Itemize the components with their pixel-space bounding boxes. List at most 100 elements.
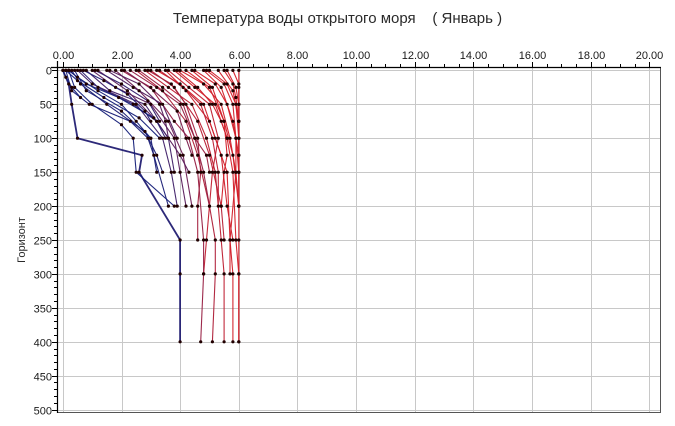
- data-point: [196, 170, 200, 174]
- x-tick-label: 18.00: [578, 50, 606, 62]
- data-point: [237, 68, 241, 72]
- data-point: [199, 340, 203, 344]
- data-point: [178, 340, 182, 344]
- data-point: [184, 204, 188, 208]
- data-point: [207, 153, 212, 157]
- data-point: [155, 68, 159, 72]
- data-point: [119, 123, 124, 127]
- data-point: [237, 102, 241, 106]
- data-point: [178, 153, 182, 157]
- data-point: [96, 89, 100, 93]
- data-point: [161, 170, 165, 174]
- data-point: [207, 68, 212, 72]
- data-point: [149, 136, 153, 140]
- data-point: [155, 85, 159, 89]
- data-point: [114, 85, 118, 89]
- data-point: [122, 68, 126, 72]
- data-point: [119, 82, 124, 86]
- data-point: [222, 68, 226, 72]
- data-point: [96, 85, 100, 89]
- data-point: [134, 102, 138, 106]
- data-point: [237, 82, 241, 86]
- data-point: [190, 102, 194, 106]
- data-point: [75, 75, 80, 79]
- grid-lines: [57, 67, 661, 413]
- data-point: [128, 68, 132, 72]
- data-point: [90, 102, 94, 106]
- data-point: [175, 109, 179, 113]
- data-point: [216, 204, 220, 208]
- data-point: [158, 68, 162, 72]
- data-point: [175, 204, 179, 208]
- data-point: [143, 109, 147, 113]
- x-tick-label: 0.00: [53, 50, 74, 62]
- data-point: [225, 82, 229, 86]
- data-point: [84, 89, 88, 93]
- data-point: [234, 95, 238, 100]
- data-point: [137, 116, 141, 120]
- data-point: [169, 170, 173, 174]
- data-point: [178, 238, 182, 242]
- data-point: [228, 272, 232, 276]
- data-point: [75, 68, 80, 72]
- data-point: [149, 119, 153, 123]
- data-point: [222, 272, 226, 276]
- data-point: [161, 102, 165, 106]
- y-tick-label: 250: [34, 236, 52, 248]
- data-point: [75, 136, 80, 140]
- data-point: [134, 170, 138, 174]
- data-point: [231, 238, 235, 242]
- data-point: [166, 68, 170, 72]
- data-point: [70, 85, 74, 89]
- data-point: [231, 89, 235, 93]
- data-point: [187, 136, 191, 140]
- data-point: [219, 119, 223, 123]
- data-point: [225, 68, 229, 72]
- data-point: [219, 153, 223, 157]
- data-point: [70, 68, 74, 72]
- data-point: [222, 170, 226, 174]
- data-point: [163, 68, 168, 72]
- data-point: [166, 136, 170, 140]
- data-point: [137, 170, 141, 174]
- axes: 0.00 2.00 4.00 6.00 8.00 10.00 12.00 14.00 16.00…: [34, 50, 664, 418]
- y-tick-label: 200: [34, 202, 52, 214]
- data-point: [178, 170, 182, 174]
- data-point: [207, 85, 212, 89]
- data-point: [228, 136, 232, 140]
- data-point: [184, 119, 188, 123]
- data-point: [207, 170, 212, 174]
- data-point: [204, 238, 209, 242]
- data-point: [184, 102, 188, 106]
- x-tick-label: 20.00: [636, 50, 664, 62]
- data-point: [237, 85, 241, 89]
- data-point: [207, 119, 212, 123]
- data-point: [90, 68, 94, 72]
- data-point: [213, 102, 217, 106]
- data-point: [216, 170, 220, 174]
- data-point: [216, 68, 220, 72]
- x-tick-label: 2.00: [112, 50, 133, 62]
- data-point: [199, 102, 203, 106]
- data-point: [131, 136, 135, 140]
- series-line-36: [94, 69, 161, 122]
- y-tick-label: 0: [46, 66, 52, 78]
- data-point: [222, 82, 226, 86]
- data-point: [216, 136, 220, 140]
- data-point: [219, 204, 223, 208]
- data-point: [146, 136, 150, 140]
- data-point: [81, 68, 85, 72]
- data-point: [231, 119, 235, 123]
- data-point: [114, 68, 118, 72]
- data-point: [73, 85, 77, 89]
- data-point: [108, 68, 112, 72]
- data-point: [117, 95, 121, 100]
- data-point: [219, 238, 223, 242]
- data-point: [237, 153, 241, 157]
- data-point: [222, 119, 226, 123]
- data-point: [96, 68, 100, 72]
- data-point: [84, 82, 88, 86]
- data-point: [137, 68, 141, 72]
- data-point: [119, 102, 124, 106]
- x-tick-label: 8.00: [287, 50, 308, 62]
